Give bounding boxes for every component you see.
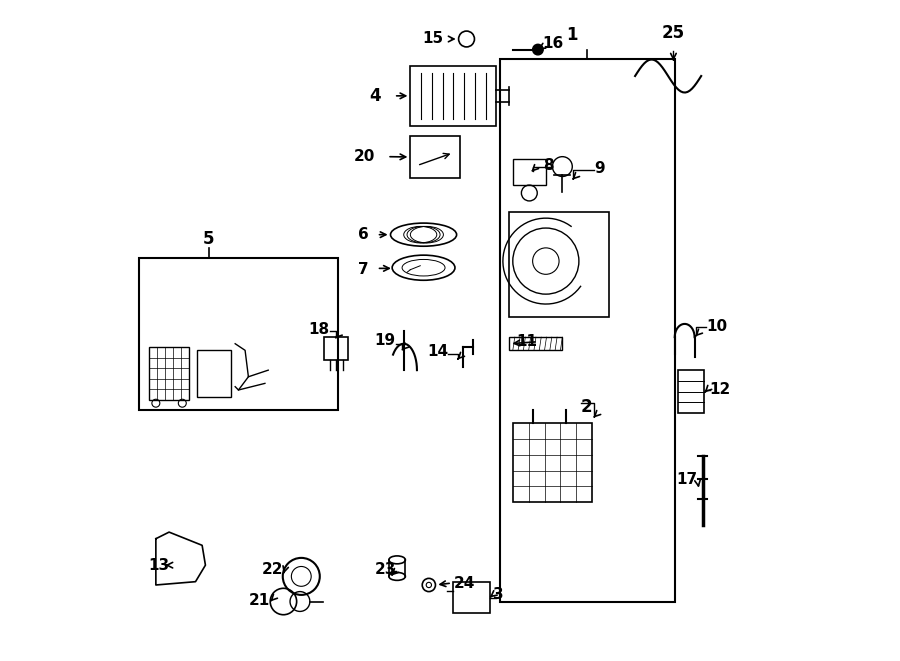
Text: 3: 3: [493, 588, 504, 602]
Text: 1: 1: [566, 26, 578, 44]
Text: 13: 13: [148, 558, 169, 572]
Bar: [678, 370, 705, 413]
Text: 22: 22: [262, 563, 284, 577]
Circle shape: [533, 44, 544, 55]
Bar: [513, 423, 592, 502]
Bar: [509, 337, 562, 350]
Text: 25: 25: [662, 24, 685, 42]
Text: 17: 17: [677, 472, 698, 486]
Text: 11: 11: [517, 334, 537, 349]
Text: 9: 9: [594, 161, 605, 176]
Bar: [500, 59, 675, 602]
Text: 2: 2: [580, 397, 592, 416]
Bar: [149, 347, 189, 400]
Text: 21: 21: [249, 593, 270, 607]
Text: 7: 7: [358, 262, 369, 276]
Bar: [197, 350, 230, 397]
Bar: [324, 337, 347, 360]
Bar: [509, 212, 608, 317]
Text: 8: 8: [544, 158, 554, 173]
Text: 16: 16: [543, 36, 563, 51]
Text: 4: 4: [369, 87, 381, 105]
Text: 24: 24: [454, 576, 474, 590]
Bar: [454, 582, 490, 613]
Bar: [513, 159, 545, 185]
Text: 6: 6: [358, 227, 369, 242]
Text: 19: 19: [374, 333, 396, 348]
Text: 5: 5: [203, 230, 214, 248]
Text: 18: 18: [309, 322, 329, 336]
Bar: [140, 258, 338, 410]
Text: 12: 12: [710, 383, 731, 397]
Text: 10: 10: [706, 319, 727, 334]
Text: 14: 14: [427, 344, 448, 359]
Text: 20: 20: [354, 149, 375, 164]
Text: 23: 23: [374, 563, 396, 577]
Text: 15: 15: [422, 32, 444, 46]
